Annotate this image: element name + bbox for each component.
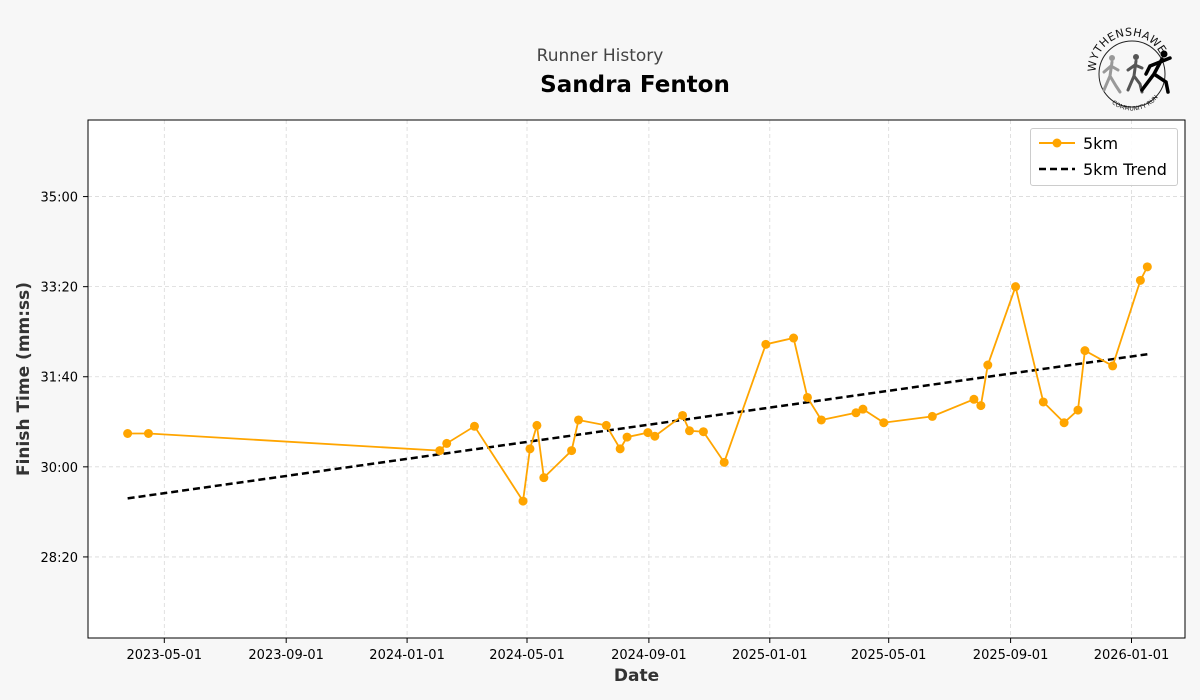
chart-subtitle: Runner History [536, 46, 664, 66]
data-point-5km [650, 431, 660, 441]
data-point-5km [601, 420, 611, 430]
data-point-5km [816, 415, 826, 425]
data-point-5km [1038, 397, 1048, 407]
x-tick-label: 2025-01-01 [732, 648, 808, 663]
data-point-5km [567, 446, 577, 456]
data-point-5km [643, 428, 653, 438]
data-point-5km [719, 457, 729, 467]
data-point-5km [539, 473, 549, 483]
legend-item-5km: 5km [1037, 132, 1118, 154]
logo-name: WYTHENSHAWE [1085, 26, 1169, 73]
legend-label-5km: 5km [1083, 133, 1119, 153]
y-tick-label: 33:20 [41, 281, 78, 296]
x-tick-label: 2023-09-01 [248, 648, 324, 663]
x-tick-label: 2025-09-01 [973, 648, 1049, 663]
wythenshawe-logo: WYTHENSHAWE COMMUNITY RUN [1082, 24, 1178, 120]
data-point-5km [1108, 361, 1118, 371]
x-tick-label: 2024-05-01 [489, 648, 565, 663]
legend-item-trend: 5km Trend [1037, 158, 1167, 180]
data-point-5km [469, 421, 479, 431]
data-point-5km [927, 411, 937, 421]
data-point-5km [851, 408, 861, 418]
data-point-5km [622, 432, 632, 442]
data-point-5km [143, 429, 153, 439]
y-axis-label: Finish Time (mm:ss) [14, 282, 34, 476]
data-point-5km [123, 429, 133, 439]
data-point-5km [983, 360, 993, 370]
data-point-5km [1073, 405, 1083, 415]
data-point-5km [574, 415, 584, 425]
plot-area [88, 120, 1185, 638]
chart-legend: 5km 5km Trend [1030, 128, 1178, 186]
data-point-5km [1080, 346, 1090, 356]
x-tick-label: 2024-09-01 [611, 648, 687, 663]
chart-title: Sandra Fenton [540, 72, 730, 98]
data-point-5km [879, 418, 889, 428]
data-point-5km [685, 426, 695, 436]
x-tick-label: 2025-05-01 [851, 648, 927, 663]
data-point-5km [678, 410, 688, 420]
y-tick-label: 31:40 [41, 371, 78, 386]
data-point-5km [532, 420, 542, 430]
legend-label-trend: 5km Trend [1083, 159, 1167, 179]
data-point-5km [615, 444, 625, 454]
data-point-5km [858, 404, 868, 414]
y-tick-label: 28:20 [41, 551, 78, 566]
legend-line-marker-icon [1039, 138, 1075, 148]
y-tick-label: 35:00 [41, 191, 78, 206]
data-point-5km [1135, 275, 1145, 285]
legend-dashed-line-icon [1039, 167, 1075, 171]
y-tick-label: 30:00 [41, 461, 78, 476]
trend-line [127, 352, 1148, 500]
data-point-5km [525, 444, 535, 454]
data-point-5km [761, 339, 771, 349]
plot-frame [87, 119, 1186, 639]
data-point-5km [1059, 418, 1069, 428]
data-point-5km [802, 392, 812, 402]
x-tick-label: 2023-05-01 [127, 648, 203, 663]
data-point-5km [969, 394, 979, 404]
data-point-5km [698, 427, 708, 437]
data-point-5km [1011, 282, 1021, 292]
data-point-5km [976, 401, 986, 411]
logo-subtitle: COMMUNITY RUN [1110, 94, 1159, 113]
data-point-5km [1142, 262, 1152, 272]
data-point-5km [518, 496, 528, 506]
x-axis-label: Date [614, 666, 659, 686]
x-tick-label: 2024-01-01 [369, 648, 445, 663]
data-point-5km [435, 446, 445, 456]
data-point-5km [789, 333, 799, 343]
data-point-5km [442, 438, 452, 448]
x-tick-label: 2026-01-01 [1094, 648, 1170, 663]
